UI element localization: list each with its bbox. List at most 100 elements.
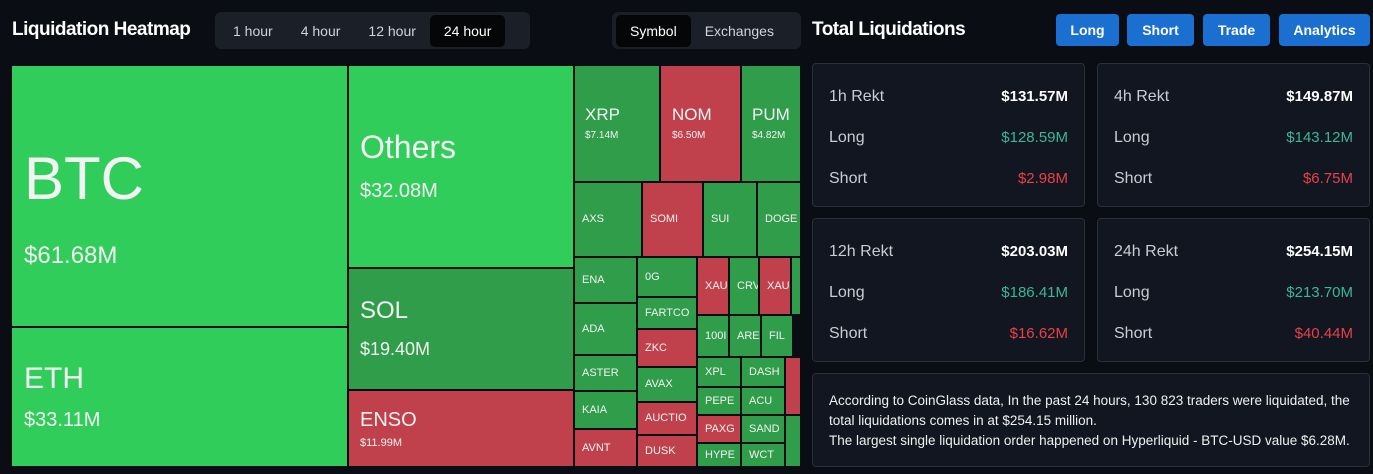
summary-title: Total Liquidations: [812, 19, 966, 40]
tile[interactable]: AXS: [575, 183, 641, 256]
tile-name: XPL: [705, 365, 726, 378]
tile[interactable]: DUSK: [638, 436, 696, 466]
card-row: Short $2.98M: [829, 170, 1068, 188]
note: According to CoinGlass data, In the past…: [812, 373, 1370, 467]
tile-name: FARTCO: [645, 306, 690, 319]
tile-name: HYPE: [705, 448, 735, 461]
button[interactable]: Short: [1127, 14, 1194, 46]
card-value: $128.59M: [1001, 129, 1068, 146]
tile-name: ETH: [24, 362, 84, 395]
tile[interactable]: ENSO $11.99M: [349, 391, 573, 466]
tile[interactable]: AVAX: [638, 368, 696, 401]
tile[interactable]: AVNT: [575, 430, 636, 466]
tile[interactable]: XPL: [698, 358, 740, 386]
tile[interactable]: KAIA: [575, 392, 636, 428]
card-label: 24h Rekt: [1114, 243, 1179, 260]
tile-value: $7.14M: [585, 130, 619, 142]
tile[interactable]: SOMI: [643, 183, 702, 256]
card: 12h Rekt $203.03M Long $186.41M Short $16.62M: [812, 218, 1085, 362]
tile[interactable]: CRV: [730, 258, 758, 314]
button[interactable]: Trade: [1203, 14, 1270, 46]
tab[interactable]: Symbol: [616, 14, 691, 47]
tile[interactable]: XAU: [698, 258, 728, 314]
button[interactable]: Analytics: [1279, 14, 1370, 46]
card-value: $2.98M: [1017, 170, 1068, 187]
card-row: 12h Rekt $203.03M: [829, 243, 1068, 261]
tile[interactable]: PUM $4.82M: [742, 66, 800, 181]
tile-fragment: [786, 416, 800, 466]
tile-value: $61.68M: [24, 242, 118, 269]
tile-name: ENA: [582, 273, 605, 286]
tile-name: SOMI: [650, 213, 679, 226]
tile-name: SAND: [749, 422, 780, 435]
tile[interactable]: 100I: [698, 316, 728, 356]
tile[interactable]: NOM $6.50M: [661, 66, 740, 181]
tile-name: PUM: [752, 104, 790, 124]
tile[interactable]: SOL $19.40M: [349, 269, 573, 389]
tile[interactable]: FARTCO: [638, 298, 696, 328]
card: 24h Rekt $254.15M Long $213.70M Short $40.44M: [1097, 218, 1370, 362]
tile[interactable]: SUI: [704, 183, 756, 256]
tile[interactable]: BTC $61.68M: [12, 66, 347, 326]
tab[interactable]: 24 hour: [429, 14, 506, 47]
tile-name: AVNT: [582, 441, 611, 454]
card-label: Long: [1114, 129, 1150, 146]
card-row: Long $128.59M: [829, 129, 1068, 147]
tile-name: NOM: [672, 104, 712, 124]
tile[interactable]: PAXG: [698, 416, 740, 442]
card-value: $143.12M: [1286, 129, 1353, 146]
tile[interactable]: AUCTIO: [638, 403, 696, 434]
card-value: $213.70M: [1286, 284, 1353, 301]
tile[interactable]: DASH: [742, 358, 784, 386]
tile[interactable]: 0G: [638, 258, 696, 296]
tile[interactable]: PEPE: [698, 388, 740, 414]
card-row: Short $16.62M: [829, 325, 1068, 343]
card-row: Short $40.44M: [1114, 325, 1353, 343]
tile-name: XAU: [767, 279, 790, 292]
tile[interactable]: SAND: [742, 416, 784, 442]
tile[interactable]: XRP $7.14M: [575, 66, 659, 181]
tile[interactable]: FIL: [762, 316, 792, 356]
card-value: $186.41M: [1001, 284, 1068, 301]
tile[interactable]: WCT: [742, 444, 784, 466]
card-label: 4h Rekt: [1114, 88, 1170, 105]
card: 4h Rekt $149.87M Long $143.12M Short $6.75M: [1097, 63, 1370, 207]
tile[interactable]: HYPE: [698, 444, 740, 466]
tile-name: AUCTIO: [645, 412, 687, 425]
card-value: $40.44M: [1294, 325, 1353, 342]
tile-name: DUSK: [645, 444, 676, 457]
card-label: 1h Rekt: [829, 88, 885, 105]
card-label: Short: [1114, 325, 1153, 342]
tile-name: KAIA: [582, 403, 608, 416]
tile-name: AXS: [582, 213, 605, 226]
tab[interactable]: Exchanges: [704, 22, 774, 39]
card-label: Long: [829, 284, 865, 301]
tile-name: XRP: [585, 104, 620, 124]
tile[interactable]: ADA: [575, 304, 636, 354]
tile-name: BTC: [24, 145, 144, 212]
tile-name: ZKC: [645, 341, 667, 354]
tile-name: PEPE: [705, 394, 735, 407]
tile-name: 0G: [645, 270, 660, 283]
tab[interactable]: 12 hour: [368, 22, 416, 39]
tile-name: Others: [360, 129, 457, 166]
tile[interactable]: Others $32.08M: [349, 66, 573, 267]
tab[interactable]: 1 hour: [233, 22, 273, 39]
tile[interactable]: ARE: [730, 316, 760, 356]
tile-name: ARE: [737, 329, 760, 342]
tile[interactable]: DOGE: [758, 183, 800, 256]
tile-name: AVAX: [645, 378, 673, 391]
tile-name: ADA: [582, 322, 605, 335]
tile-value: $19.40M: [360, 338, 431, 359]
tile[interactable]: ENA: [575, 258, 636, 302]
tile[interactable]: ASTER: [575, 356, 636, 390]
button[interactable]: Long: [1056, 14, 1119, 46]
tile[interactable]: ETH $33.11M: [12, 328, 347, 466]
tile[interactable]: ZKC: [638, 330, 696, 366]
tile[interactable]: XAU: [760, 258, 790, 314]
tab[interactable]: 4 hour: [300, 22, 341, 39]
card-row: 1h Rekt $131.57M: [829, 88, 1068, 106]
tile[interactable]: ACU: [742, 388, 784, 414]
tile-name: SUI: [711, 213, 730, 226]
